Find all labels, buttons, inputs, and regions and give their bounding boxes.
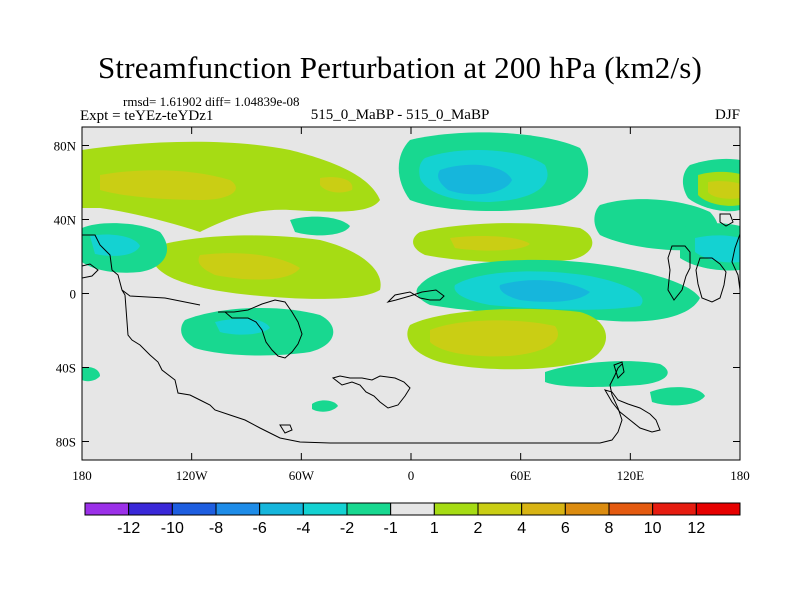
y-tick-label: 40S	[56, 361, 76, 376]
colorbar-swatch	[346, 502, 392, 516]
x-tick-label: 60E	[510, 468, 531, 483]
contour-region	[708, 181, 740, 199]
x-tick-label: 120E	[617, 468, 645, 483]
colorbar-swatch	[521, 502, 566, 516]
experiment-label: Expt = teYEz-teYDz1	[80, 108, 214, 124]
x-tick-label: 180	[72, 468, 92, 483]
x-tick-label: 120W	[176, 468, 209, 483]
x-tick-label: 0	[408, 468, 415, 483]
season-label: DJF	[714, 107, 740, 123]
x-tick-label: 60W	[289, 468, 315, 483]
colorbar-label: -8	[209, 520, 223, 537]
contour-region	[450, 236, 530, 251]
y-tick-label: 80N	[54, 139, 77, 154]
y-tick-label: 80S	[56, 435, 76, 450]
colorbar-swatch	[302, 502, 348, 516]
x-axis: 180 120W 60W 0 60E 120E 180	[72, 127, 750, 483]
contour-region	[650, 387, 705, 406]
colorbar-label: -4	[296, 520, 310, 537]
colorbar-swatch	[433, 502, 479, 516]
colorbar-label: -6	[253, 520, 267, 537]
colorbar-label: -10	[161, 520, 184, 537]
colorbar-swatch	[259, 502, 304, 516]
colorbar-swatch	[390, 502, 435, 516]
colorbar-label: 12	[687, 520, 705, 537]
contour-region	[312, 400, 338, 412]
contour-field	[82, 132, 740, 444]
colorbar-swatch	[477, 502, 523, 516]
case-label: 515_0_MaBP - 515_0_MaBP	[310, 107, 490, 123]
contour-region	[100, 170, 236, 200]
contour-region	[438, 164, 512, 195]
colorbar-swatch	[564, 502, 610, 516]
contour-region	[82, 367, 100, 382]
contour-region	[695, 235, 740, 263]
colorbar-swatch	[171, 502, 217, 516]
colorbar: -12 -10 -8 -6 -4 -2 -1 1 2 4 6 8 10 12	[84, 502, 741, 537]
colorbar-swatch	[652, 502, 697, 516]
contour-region	[545, 361, 668, 387]
colorbar-swatch	[128, 502, 173, 516]
contour-region	[430, 320, 558, 357]
colorbar-label: -1	[384, 520, 398, 537]
colorbar-swatch	[215, 502, 261, 516]
coastline	[82, 213, 740, 444]
colorbar-swatch	[695, 502, 741, 516]
contour-region	[499, 280, 590, 302]
colorbar-swatch	[608, 502, 654, 516]
stats-label: rmsd= 1.61902 diff= 1.04839e-08	[123, 94, 300, 109]
contour-region	[198, 253, 300, 280]
chart-title: Streamfunction Perturbation at 200 hPa (…	[97, 50, 703, 85]
contour-region	[290, 216, 350, 236]
colorbar-label: -2	[340, 520, 354, 537]
y-axis: 80N 40N 0 40S 80S	[54, 139, 740, 450]
colorbar-label: 1	[430, 520, 439, 537]
colorbar-label: 4	[517, 520, 526, 537]
colorbar-label: 6	[561, 520, 570, 537]
contour-region	[320, 177, 353, 193]
y-tick-label: 0	[70, 287, 77, 302]
colorbar-label: 10	[644, 520, 662, 537]
colorbar-swatch	[84, 502, 130, 516]
colorbar-label: 8	[605, 520, 614, 537]
contour-region	[90, 234, 140, 256]
colorbar-label: -12	[117, 520, 140, 537]
y-tick-label: 40N	[54, 213, 77, 228]
colorbar-label: 2	[474, 520, 483, 537]
x-tick-label: 180	[730, 468, 750, 483]
